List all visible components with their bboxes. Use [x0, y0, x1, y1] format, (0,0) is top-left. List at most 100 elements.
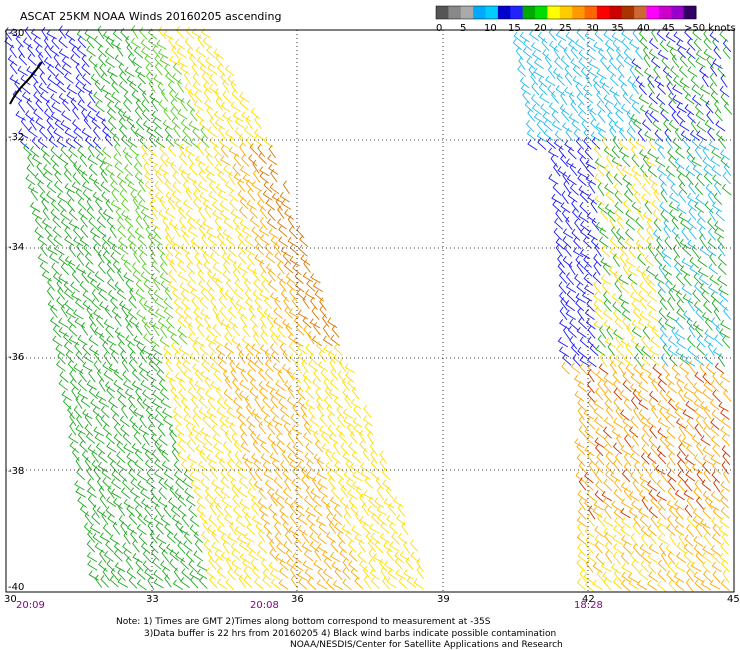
wind-barb — [253, 135, 264, 147]
wind-barb — [581, 291, 593, 302]
wind-barb — [721, 460, 729, 475]
wind-barb — [351, 525, 362, 537]
wind-barb — [111, 91, 121, 103]
wind-barb — [557, 336, 569, 348]
wind-barb — [240, 154, 250, 167]
wind-barb — [40, 145, 50, 157]
wind-barb — [157, 423, 166, 437]
wind-barb — [75, 350, 85, 364]
wind-barb — [136, 395, 145, 409]
wind-barb — [699, 283, 710, 295]
wind-barb — [708, 283, 719, 294]
wind-barb — [183, 370, 194, 382]
wind-barb — [701, 312, 713, 323]
wind-barb — [186, 440, 196, 453]
wind-barb — [672, 244, 681, 258]
wind-barb — [637, 390, 648, 402]
wind-barb — [713, 478, 721, 493]
wind-barb — [149, 92, 160, 104]
wind-barb — [159, 336, 170, 348]
wind-barb — [211, 529, 220, 543]
wind-barb — [655, 156, 666, 168]
wind-barb — [182, 135, 193, 147]
wind-barb — [616, 434, 623, 448]
wind-barb — [296, 288, 306, 301]
wind-barb — [615, 406, 624, 420]
wind-barb — [177, 505, 187, 517]
wind-barb — [186, 47, 197, 60]
wind-barb — [118, 179, 128, 193]
wind-barb — [379, 532, 390, 544]
wind-barb — [288, 460, 300, 471]
wind-barb — [259, 344, 270, 356]
wind-barb — [120, 254, 131, 265]
wind-barb — [129, 144, 139, 156]
wind-barb — [712, 523, 721, 537]
wind-barb — [651, 405, 659, 419]
wind-barb — [391, 532, 400, 545]
wind-barb — [270, 236, 281, 248]
wind-barb — [147, 413, 156, 428]
wind-barb — [241, 335, 252, 348]
wind-barb — [177, 79, 185, 93]
wind-barb — [123, 99, 132, 113]
wind-barb — [637, 253, 646, 266]
wind-barb — [258, 505, 269, 517]
wind-barb — [616, 163, 624, 177]
wind-barb — [317, 533, 327, 545]
wind-barb — [250, 559, 260, 572]
wind-barb — [652, 363, 662, 376]
wind-barb — [126, 43, 135, 57]
wind-barb — [67, 360, 77, 373]
wind-barb — [656, 491, 667, 502]
wind-barb — [315, 516, 327, 527]
wind-barb — [106, 216, 116, 230]
wind-barb — [671, 111, 680, 125]
wind-barb — [123, 530, 131, 545]
swath-time: 20:09 — [16, 600, 45, 611]
wind-barb — [207, 234, 218, 246]
wind-barb — [593, 500, 605, 511]
wind-barb — [185, 550, 195, 563]
wind-barb — [207, 287, 216, 301]
wind-barb — [199, 297, 209, 310]
wind-barb — [401, 521, 409, 536]
wind-barb — [648, 174, 659, 187]
wind-barb — [210, 466, 219, 480]
wind-barb — [678, 443, 686, 457]
wind-barb — [533, 112, 545, 124]
wind-barb — [199, 512, 209, 525]
wind-barb — [211, 201, 222, 213]
wind-barb — [282, 469, 292, 482]
wind-barb — [686, 192, 698, 204]
wind-barb — [586, 551, 597, 563]
wind-barb — [34, 172, 44, 185]
wind-barb — [582, 236, 592, 249]
wind-barb — [693, 453, 704, 466]
wind-barb — [52, 325, 62, 338]
wind-barb — [269, 389, 279, 401]
wind-barb — [241, 272, 252, 285]
wind-barb — [173, 223, 181, 238]
wind-barb — [174, 307, 185, 319]
wind-barb — [563, 326, 571, 340]
wind-barb — [576, 92, 585, 106]
wind-barb — [87, 110, 98, 122]
wind-barb — [579, 201, 589, 215]
wind-barb — [139, 136, 148, 149]
wind-barb — [174, 38, 185, 50]
wind-barb — [42, 171, 53, 183]
wind-barb — [140, 379, 151, 391]
wind-barb — [389, 541, 400, 552]
lon-label: 36 — [291, 594, 304, 605]
wind-barb — [250, 107, 261, 120]
wind-barb — [350, 567, 360, 580]
wind-barb — [169, 485, 178, 499]
wind-barb — [242, 558, 253, 570]
wind-barb — [597, 182, 605, 197]
wind-barb — [597, 513, 606, 527]
wind-barb — [249, 378, 259, 391]
wind-barb — [631, 432, 640, 447]
wind-barb — [21, 91, 32, 103]
